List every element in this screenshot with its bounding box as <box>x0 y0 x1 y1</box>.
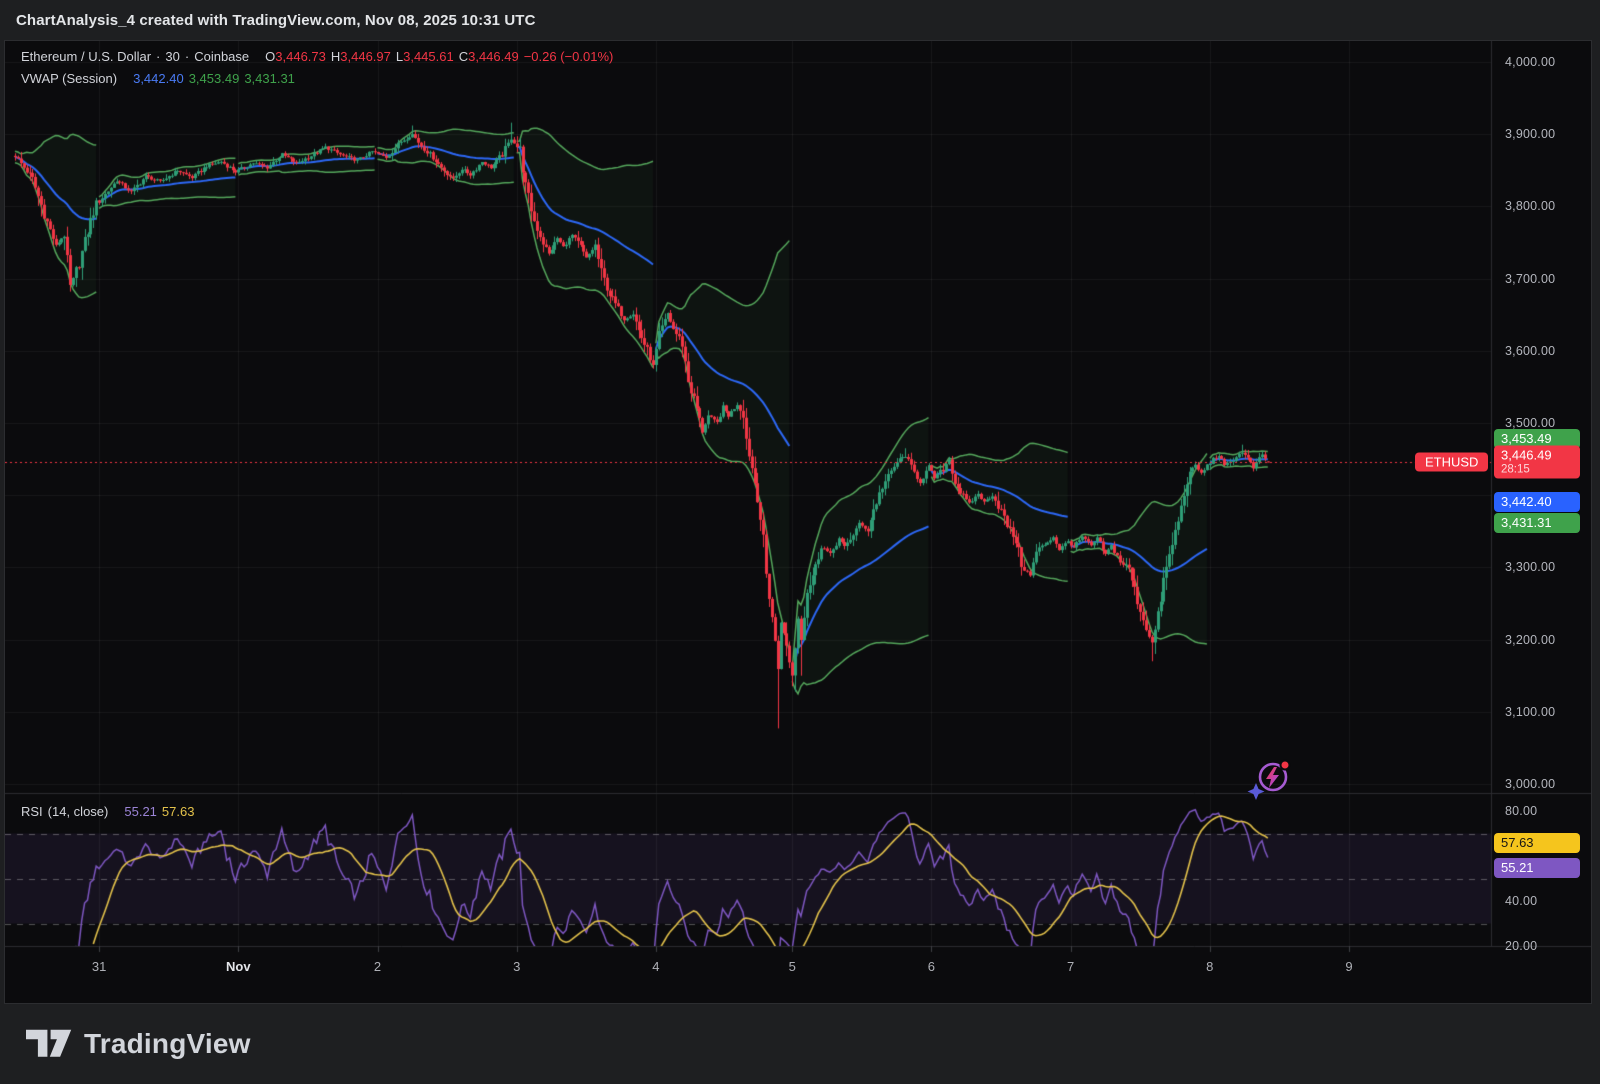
tradingview-wordmark: TradingView <box>84 1028 251 1059</box>
price-tick-label: 4,000.00 <box>1505 55 1556 69</box>
header-title: ChartAnalysis_4 created with TradingView… <box>16 11 536 29</box>
tradingview-logo-icon <box>26 1029 72 1057</box>
header-bar: ChartAnalysis_4 created with TradingView… <box>0 0 1600 40</box>
low-field: L3,445.61 <box>395 49 454 64</box>
time-tick-label: 2 <box>373 959 382 974</box>
rsi-ma-value: 57.63 <box>161 804 195 819</box>
ai-sparkle-icon[interactable] <box>1243 753 1295 801</box>
time-tick-label: 7 <box>1066 959 1075 974</box>
tradingview-logo[interactable]: TradingView <box>26 1027 251 1061</box>
separator-dot: · <box>156 49 161 64</box>
rsi-tick-label: 40.00 <box>1505 894 1538 908</box>
time-tick-label: 3 <box>513 959 521 974</box>
open-value: 3,446.73 <box>275 49 326 64</box>
rsi-params: (14, close) <box>47 804 109 819</box>
time-tick-label: 31 <box>91 959 107 974</box>
rsi-tick-label: 80.00 <box>1505 804 1538 818</box>
vwap-lower-value: 3,431.31 <box>244 71 295 86</box>
price-tick-label: 3,800.00 <box>1505 199 1556 214</box>
time-tick-label: Nov <box>226 959 251 974</box>
countdown-timer: 28:15 <box>1501 463 1530 476</box>
time-tick-label: 4 <box>652 959 660 974</box>
price-tick-label: 3,200.00 <box>1505 632 1556 647</box>
vwap-band-badge: 3,453.49 <box>1494 429 1580 449</box>
vwap-upper-value: 3,453.49 <box>188 71 240 86</box>
price-tick-label: 3,100.00 <box>1505 704 1556 719</box>
vwap-legend[interactable]: VWAP (Session) 3,442.40 3,453.49 3,431.3… <box>21 71 295 86</box>
price-tick-label: 3,500.00 <box>1505 416 1556 430</box>
symbol-name: Ethereum / U.S. Dollar <box>21 49 152 64</box>
red-dot <box>1279 759 1291 771</box>
price-tick-label: 3,300.00 <box>1505 560 1556 575</box>
interval-label: 30 <box>165 49 180 64</box>
high-value: 3,446.97 <box>340 49 391 64</box>
rsi-legend[interactable]: RSI (14, close) 55.21 57.63 <box>21 804 194 819</box>
rsi-label: RSI <box>21 804 43 819</box>
price-tick-label: 3,000.00 <box>1505 777 1556 791</box>
separator-dot: · <box>184 49 190 64</box>
price-tick-label: 3,600.00 <box>1505 343 1556 358</box>
sparkle-star-icon <box>1247 783 1265 800</box>
vwap-band-badge: 3,442.40 <box>1494 492 1580 512</box>
time-tick-label: 8 <box>1206 959 1214 974</box>
vwap-value: 3,442.40 <box>133 71 184 86</box>
time-tick-label: 6 <box>927 959 936 974</box>
high-field: H3,446.97 <box>330 49 391 64</box>
rsi-tick-label: 20.00 <box>1505 939 1538 953</box>
rsi-value-badge: 55.21 <box>1494 858 1580 878</box>
vwap-band-badge: 3,431.31 <box>1494 513 1580 533</box>
time-tick-label: 9 <box>1345 959 1353 974</box>
rsi-value-badge: 57.63 <box>1494 833 1580 853</box>
lightning-bolt-icon <box>1266 767 1279 788</box>
footer-bar: TradingView <box>0 1004 1600 1084</box>
time-tick-label: 5 <box>788 959 796 974</box>
exchange-label: Coinbase <box>194 49 250 64</box>
open-field: O3,446.73 <box>265 49 326 64</box>
sparkle-circle <box>1258 762 1288 792</box>
symbol-pill: ETHUSD <box>1415 452 1489 472</box>
low-value: 3,445.61 <box>403 49 454 64</box>
rsi-value: 55.21 <box>124 804 157 819</box>
vwap-label: VWAP (Session) <box>21 71 118 86</box>
last-price-badge: 3,446.49 28:15 <box>1494 445 1580 479</box>
price-tick-label: 3,700.00 <box>1505 271 1556 286</box>
close-value: 3,446.49 <box>468 49 519 64</box>
close-field: C3,446.49 <box>458 49 519 64</box>
chart-container[interactable]: Ethereum / U.S. Dollar · 30 · Coinbase O… <box>4 40 1592 1004</box>
price-tick-label: 3,900.00 <box>1505 127 1556 142</box>
symbol-legend[interactable]: Ethereum / U.S. Dollar · 30 · Coinbase O… <box>21 49 613 64</box>
chart-canvas[interactable] <box>5 41 1591 1003</box>
change-value: −0.26 (−0.01%) <box>523 49 614 64</box>
